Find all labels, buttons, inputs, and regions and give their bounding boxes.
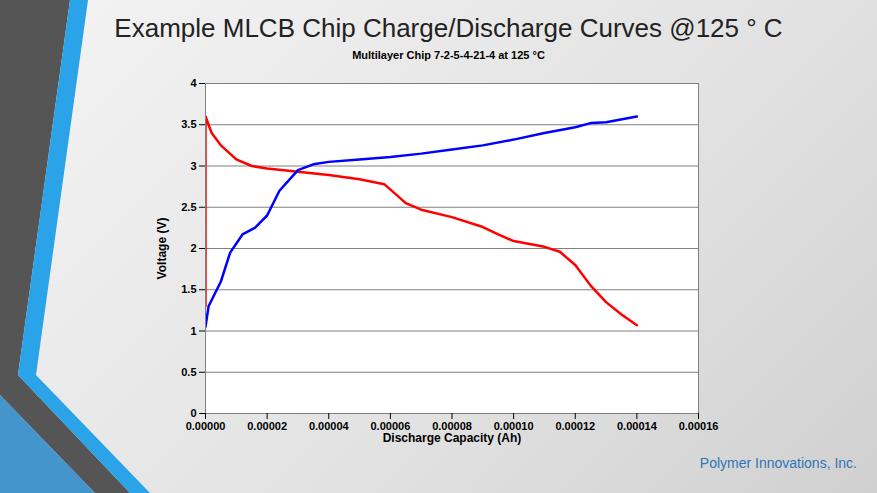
svg-text:2.5: 2.5 [181,201,196,213]
svg-text:0.00006: 0.00006 [370,420,411,433]
svg-text:0.5: 0.5 [181,366,196,378]
svg-text:4: 4 [190,77,197,89]
svg-text:0.00014: 0.00014 [617,420,658,432]
svg-text:0.00004: 0.00004 [309,420,350,432]
html-text:Multilayer Chip 7-2-5-4-21-4 a: Multilayer Chip 7-2-5-4-21-4 at 125 °C [352,49,545,61]
svg-text:3: 3 [190,160,196,172]
html-text:Polymer Innovations, Inc.: Polymer Innovations, Inc. [699,455,857,471]
svg-text:Discharge Capacity (Ah): Discharge Capacity (Ah) [383,431,522,445]
svg-text:0.00010: 0.00010 [493,420,534,433]
svg-text:0: 0 [190,407,196,419]
svg-text:0.00016: 0.00016 [679,420,719,432]
svg-text:Voltage (V): Voltage (V) [155,218,169,280]
svg-text:2: 2 [190,242,196,254]
svg-text:1: 1 [190,325,196,337]
html-text:Example MLCB Chip Charge/Disch: Example MLCB Chip Charge/Discharge Curve… [114,13,783,43]
svg-text:0.00002: 0.00002 [247,420,287,432]
svg-text:0.00008: 0.00008 [432,420,472,433]
svg-text:0.00000: 0.00000 [186,420,226,432]
svg-text:3.5: 3.5 [181,118,196,130]
svg-text:0.00012: 0.00012 [555,420,595,432]
svg-text:1.5: 1.5 [181,283,196,295]
